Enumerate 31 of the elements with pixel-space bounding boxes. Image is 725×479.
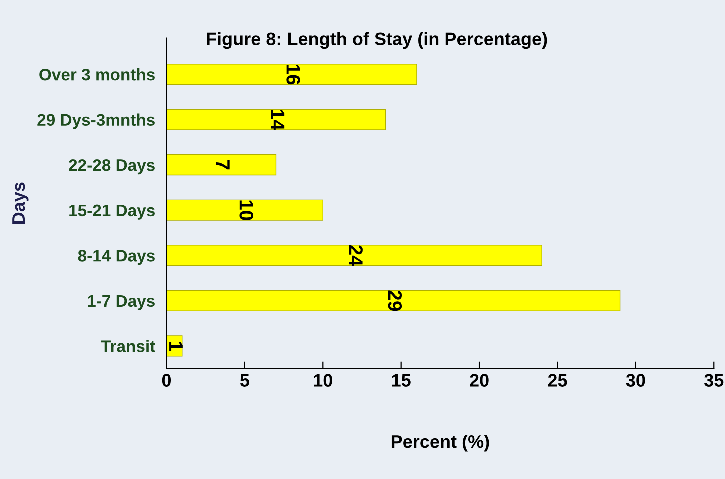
y-tick-label: Over 3 months [40, 68, 155, 81]
bar [166, 200, 324, 221]
x-tick-label: 25 [548, 374, 568, 387]
x-tick-label: 15 [392, 374, 411, 387]
data-label: 24 [349, 246, 363, 266]
y-tick-label: Transit [101, 340, 156, 352]
y-tick-label: 15-21 Days [70, 204, 155, 220]
bar [166, 290, 621, 312]
bar [166, 64, 418, 86]
y-tick-label: 29 Dys-3mnths [38, 114, 155, 130]
bar [166, 109, 386, 130]
data-label: 14 [271, 110, 285, 131]
data-label: 29 [388, 290, 402, 312]
data-label: 10 [240, 200, 254, 220]
x-tick-label: 30 [626, 374, 646, 387]
x-tick-label: 0 [162, 374, 172, 387]
bar [166, 245, 542, 266]
y-tick-label: 1-7 Days [88, 295, 155, 310]
y-tick-label: 22-28 Days [69, 159, 155, 175]
chart-title: Figure 8: Length of Stay (in Percentage) [207, 32, 548, 50]
x-tick-label: 5 [240, 374, 250, 387]
y-tick-label: 8-14 Days [78, 250, 155, 266]
bar [166, 154, 277, 176]
data-label: 7 [216, 160, 230, 170]
data-label: 1 [170, 342, 183, 352]
x-axis-title: Percent (%) [392, 434, 490, 452]
data-label: 16 [286, 64, 300, 85]
y-axis-title: Days [12, 182, 29, 224]
x-tick-label: 10 [314, 374, 332, 387]
x-tick-label: 35 [704, 374, 724, 387]
x-tick-label: 20 [470, 374, 489, 387]
